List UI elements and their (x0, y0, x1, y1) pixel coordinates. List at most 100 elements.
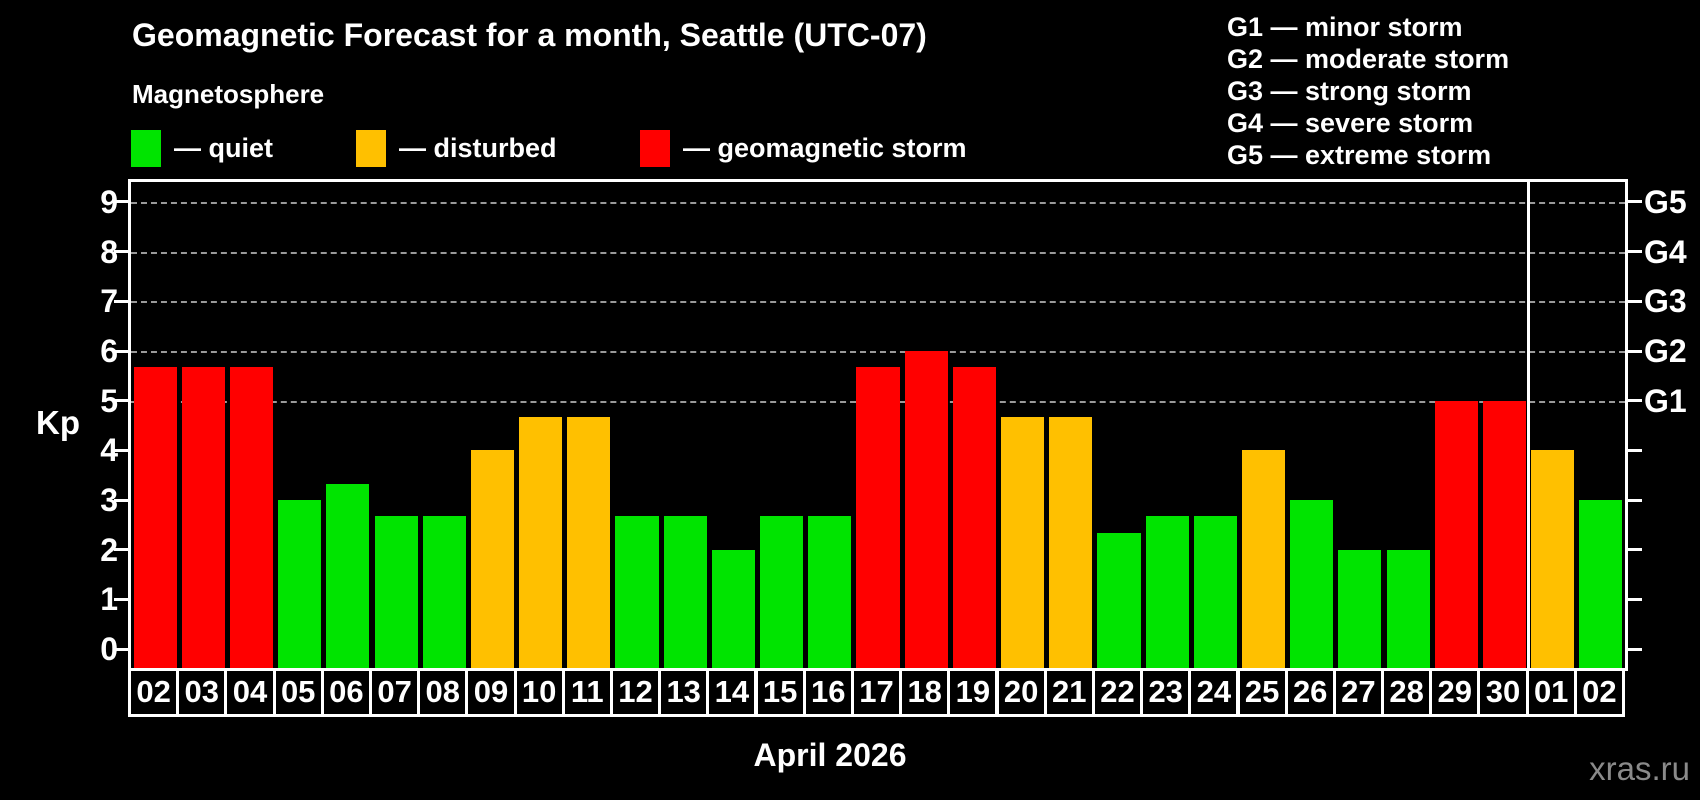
bar-13-day-15 (760, 516, 804, 668)
g-scale-line-g4: G4 — severe storm (1227, 108, 1474, 138)
bar-28-day-30 (1482, 400, 1527, 668)
right-axis-tick-4 (1628, 448, 1642, 452)
day-label-25-27: 27 (1332, 668, 1384, 717)
day-label-11-13: 13 (658, 668, 710, 717)
y-axis-label-7: 7 (100, 283, 118, 320)
g-scale-axis-label-g3: G3 (1644, 283, 1687, 320)
bar-18-day-20 (1001, 417, 1045, 668)
day-label-5-07: 07 (369, 668, 421, 717)
y-axis-label-0: 0 (100, 631, 118, 668)
day-label-17-19: 19 (947, 668, 999, 717)
bar-22-day-24 (1193, 516, 1237, 668)
g-scale-line-g1: G1 — minor storm (1227, 12, 1463, 42)
bar-10-day-12 (615, 516, 659, 668)
bar-29-day-01 (1531, 450, 1575, 668)
bar-11-day-13 (663, 516, 707, 668)
right-axis-tick-2 (1628, 548, 1642, 552)
bar-6-day-08 (422, 516, 466, 668)
y-axis-label-9: 9 (100, 183, 118, 220)
g-scale-line-g3: G3 — strong storm (1227, 76, 1472, 106)
day-label-18-20: 20 (995, 668, 1047, 717)
day-label-7-09: 09 (465, 668, 517, 717)
bar-2-day-04 (229, 367, 274, 668)
chart-title: Geomagnetic Forecast for a month, Seattl… (132, 17, 927, 53)
legend-item-quiet: — quiet (131, 128, 273, 168)
g-scale-axis-label-g1: G1 (1644, 382, 1687, 419)
day-label-9-11: 11 (561, 668, 613, 717)
day-label-12-14: 14 (706, 668, 758, 717)
bar-5-day-07 (374, 516, 418, 668)
bar-23-day-25 (1242, 450, 1286, 668)
bar-25-day-27 (1338, 549, 1382, 668)
storm-color-swatch (640, 129, 670, 167)
bar-14-day-16 (808, 516, 852, 668)
bar-9-day-11 (567, 417, 611, 668)
day-label-20-22: 22 (1091, 668, 1144, 717)
day-label-29-01: 01 (1525, 668, 1577, 717)
right-axis-tick-6 (1628, 349, 1642, 353)
bar-27-day-29 (1434, 400, 1478, 668)
legend-item-storm: — geomagnetic storm (640, 128, 967, 168)
g-scale-axis-label-g4: G4 (1644, 233, 1687, 270)
day-label-10-12: 12 (609, 668, 662, 717)
day-label-22-24: 24 (1188, 668, 1240, 717)
bar-16-day-18 (904, 351, 948, 668)
quiet-color-swatch (131, 129, 161, 167)
bar-15-day-17 (856, 367, 900, 668)
day-label-2-04: 04 (224, 668, 276, 717)
right-axis-tick-3 (1628, 498, 1642, 502)
day-label-23-25: 25 (1236, 668, 1288, 717)
y-axis-tick-8 (114, 250, 128, 254)
bar-0-day-02 (133, 367, 177, 668)
y-axis-tick-2 (114, 548, 128, 552)
bar-12-day-14 (711, 549, 755, 668)
day-label-0-02: 02 (128, 668, 180, 717)
gridline-kp7 (131, 301, 1625, 304)
bar-17-day-19 (952, 367, 996, 668)
g-scale-axis-label-g2: G2 (1644, 333, 1687, 369)
chart-subtitle: Magnetosphere (132, 79, 325, 109)
day-label-14-16: 16 (802, 668, 854, 717)
day-label-27-29: 29 (1429, 668, 1481, 717)
y-axis-label-8: 8 (100, 233, 118, 270)
bar-3-day-05 (278, 500, 322, 668)
bar-8-day-10 (519, 417, 563, 668)
right-axis-tick-1 (1628, 597, 1642, 601)
gridline-kp9 (131, 201, 1625, 204)
plot-frame-left (128, 179, 131, 671)
day-label-24-26: 26 (1284, 668, 1336, 717)
x-axis-title: April 2026 (753, 737, 907, 773)
gridline-kp6 (131, 351, 1625, 353)
bar-7-day-09 (470, 450, 515, 668)
plot-frame-right (1625, 179, 1628, 671)
bar-4-day-06 (326, 483, 370, 668)
right-axis-tick-7 (1628, 299, 1642, 303)
y-axis-tick-1 (114, 597, 128, 601)
y-axis-tick-6 (114, 349, 128, 353)
g-scale-axis-label-g5: G5 (1644, 183, 1687, 220)
bar-30-day-02 (1579, 500, 1623, 668)
y-axis-label-1: 1 (100, 581, 118, 618)
legend-label-storm: — geomagnetic storm (683, 132, 967, 163)
day-label-16-18: 18 (899, 668, 951, 717)
day-label-8-10: 10 (513, 668, 565, 717)
day-label-28-30: 30 (1477, 668, 1529, 717)
y-axis-label-3: 3 (100, 482, 118, 518)
y-axis-tick-7 (114, 299, 128, 303)
y-axis-title: Kp (36, 404, 80, 441)
y-axis-label-6: 6 (100, 333, 118, 369)
right-axis-tick-0 (1628, 647, 1642, 651)
disturbed-color-swatch (356, 129, 386, 167)
x-axis-day-labels: 02 03 04 05 06 07 08 09 10 11 12 13 14 15 16 17 18 19 20 21… (128, 668, 1628, 717)
y-axis-label-4: 4 (100, 432, 118, 469)
y-axis-tick-0 (114, 647, 128, 651)
bar-19-day-21 (1049, 417, 1093, 668)
day-label-4-06: 06 (320, 668, 372, 717)
bar-1-day-03 (181, 367, 225, 668)
month-separator-line (1527, 182, 1531, 668)
day-label-19-21: 21 (1043, 668, 1095, 717)
y-axis-tick-9 (114, 200, 128, 204)
day-label-21-23: 23 (1140, 668, 1192, 717)
bar-21-day-23 (1145, 516, 1189, 668)
